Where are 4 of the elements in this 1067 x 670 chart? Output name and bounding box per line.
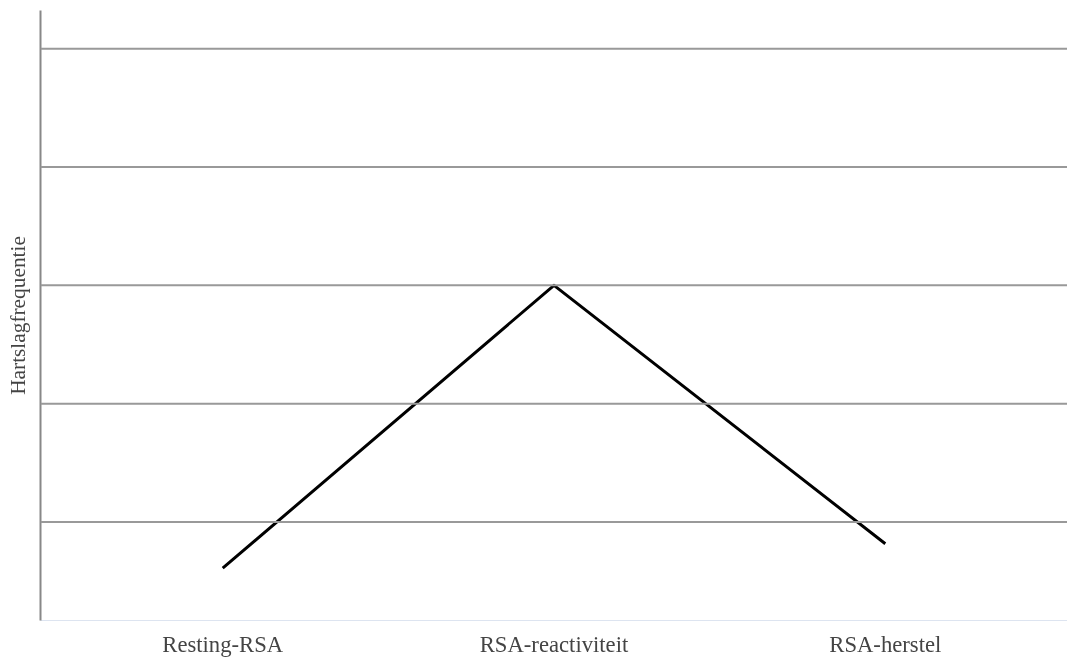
y-axis-title: Hartslagfrequentie [5,236,30,395]
x-tick-label: RSA-herstel [829,631,942,657]
x-tick-label: Resting-RSA [162,631,284,657]
x-tick-label: RSA-reactiviteit [479,631,629,657]
